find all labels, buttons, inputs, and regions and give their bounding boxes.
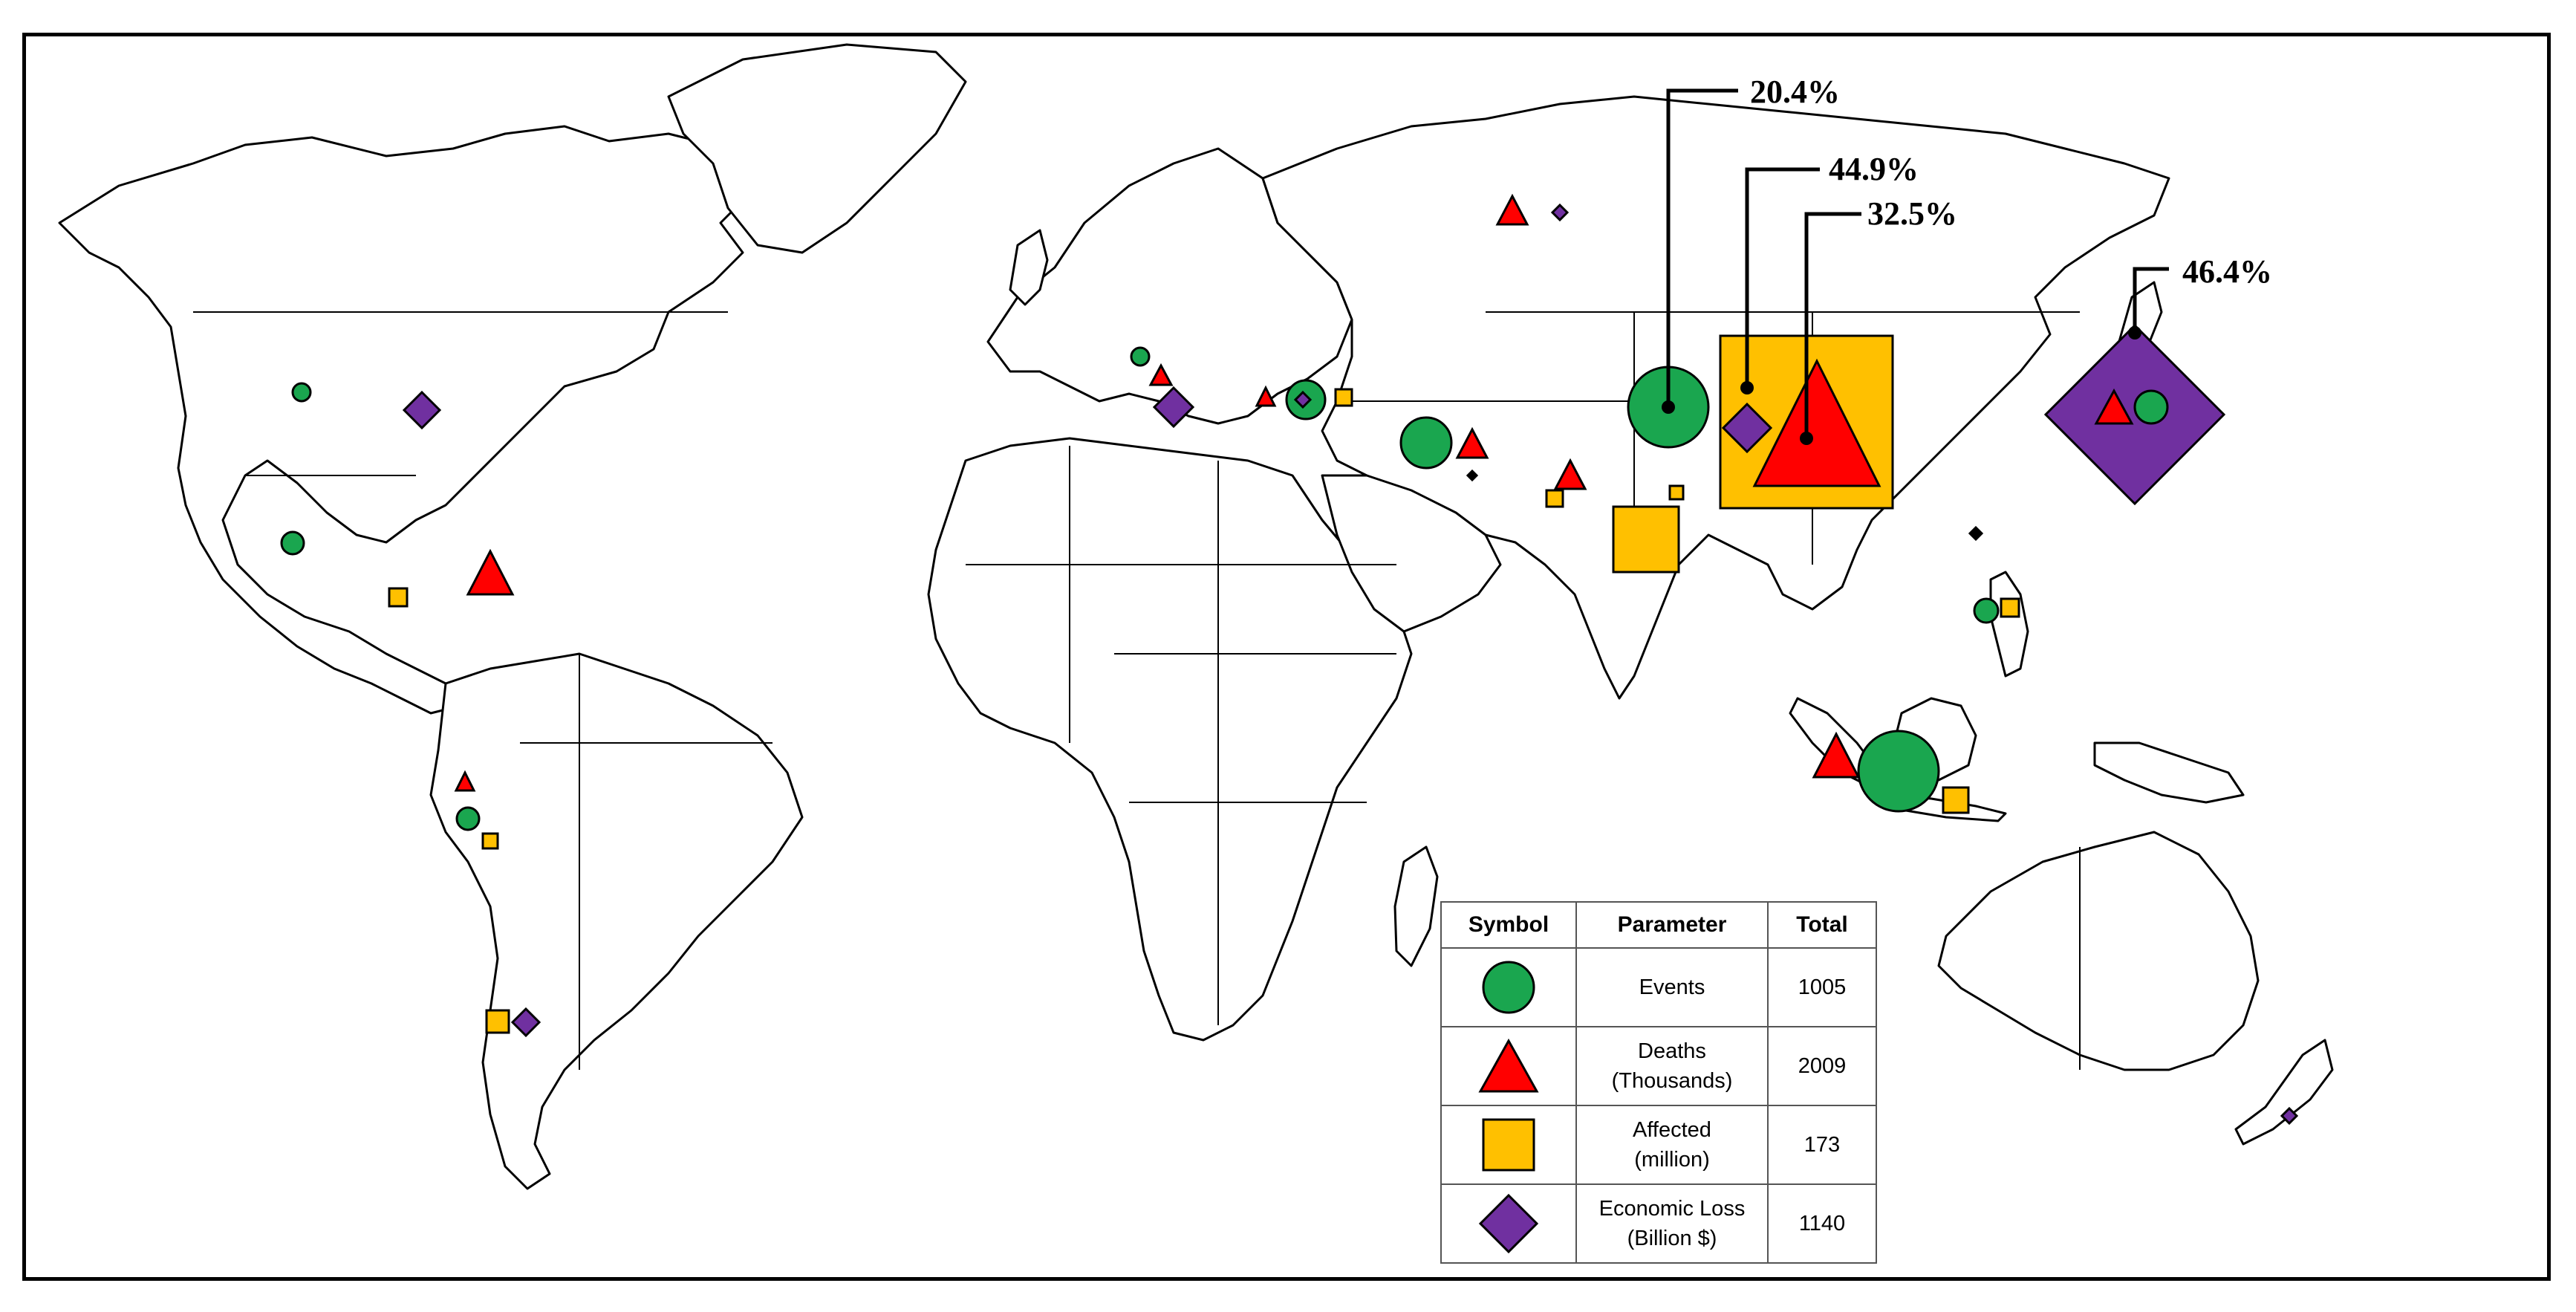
callout-dot [1800,432,1813,445]
legend-param-line2: (Thousands) [1611,1069,1733,1093]
events-marker-japan[interactable] [2133,389,2169,425]
legend-total-cell: 2009 [1767,1026,1877,1106]
affected-marker-nepal[interactable] [1668,484,1685,501]
events-marker-philippines[interactable] [1973,597,2000,624]
percentage-callouts: 20.4% 44.9% 32.5% 46.4% [1662,74,2272,445]
legend-total-cell: 1140 [1767,1183,1877,1264]
legend-param-line1: Affected [1633,1118,1711,1142]
arabia-landmass [1321,474,1502,633]
deaths-marker-pakistan[interactable] [1553,458,1587,490]
legend-header-total: Total [1767,901,1877,949]
economic-loss-marker-new-zealand[interactable] [2280,1106,2299,1126]
legend-param-line1: Events [1639,975,1705,999]
events-marker-italy[interactable] [1130,346,1151,367]
callout-label-events-china: 20.4% [1750,74,1840,110]
green-circle-icon [1482,961,1535,1014]
new-guinea-landmass [2093,741,2245,804]
new-zealand-landmass [2234,1039,2334,1146]
economic-loss-marker-chile[interactable] [510,1007,541,1038]
africa-landmass [927,437,1413,1042]
south-america-landmass [429,652,804,1190]
australia-landmass [1937,831,2260,1071]
events-marker-peru[interactable] [455,806,481,831]
affected-marker-peru[interactable] [481,832,499,850]
economic-loss-marker-china[interactable] [1721,402,1773,454]
callout-label-economic-loss-japan: 46.4% [2182,253,2272,290]
economic-loss-marker-turkey[interactable] [1293,390,1313,409]
legend-param-line1: Deaths [1638,1039,1706,1063]
legend-parameter-cell: Deaths (Thousands) [1575,1026,1769,1106]
deaths-marker-peru[interactable] [454,770,476,792]
legend-row-deaths: Deaths (Thousands) 2009 [1440,1026,1877,1106]
economic-loss-marker-japan[interactable] [2043,323,2226,506]
madagascar-landmass [1393,845,1439,967]
deaths-marker-japan[interactable] [2094,388,2134,425]
legend-symbol-cell [1440,1183,1577,1264]
legend-header-parameter: Parameter [1575,901,1769,949]
legend-total-cell: 1005 [1767,947,1877,1027]
red-triangle-icon [1478,1038,1539,1093]
affected-marker-india[interactable] [1612,505,1680,574]
deaths-marker-china[interactable] [1752,358,1881,487]
affected-marker-indonesia[interactable] [1942,786,1970,814]
events-marker-mexico[interactable] [280,530,305,556]
legend-symbol-cell [1440,1105,1577,1185]
orange-square-icon [1482,1118,1535,1172]
legend-param-line1: Economic Loss [1598,1197,1746,1221]
affected-marker-pakistan[interactable] [1545,489,1564,508]
legend-header-symbol: Symbol [1440,901,1577,949]
landmasses [58,43,2334,1190]
uk-landmass [1009,229,1049,306]
map-frame [22,33,2551,1281]
legend-parameter-cell: Events [1575,947,1769,1027]
events-marker-indonesia[interactable] [1857,730,1940,813]
affected-marker-central-america[interactable] [388,587,409,608]
north-america-landmass [58,125,759,715]
callout-dot [2128,326,2141,340]
economic-loss-marker-iran[interactable] [1466,469,1479,482]
legend-symbol-cell [1440,947,1577,1027]
economic-loss-marker-usa[interactable] [402,390,442,430]
legend-parameter-cell: Economic Loss (Billion $) [1575,1183,1769,1264]
callout-label-economic-loss-china: 44.9% [1829,151,1919,187]
deaths-marker-caribbean[interactable] [466,548,515,596]
deaths-marker-italy[interactable] [1148,363,1174,386]
country-borders [193,311,2081,1070]
legend-param-line2: (million) [1634,1148,1710,1172]
purple-diamond-icon [1478,1193,1539,1254]
europe-landmass [986,147,1353,425]
legend-symbol-cell [1440,1026,1577,1106]
deaths-marker-russia[interactable] [1495,193,1529,226]
callout-dot [1662,400,1675,414]
events-marker-usa[interactable] [291,382,312,403]
legend-row-events: Events 1005 [1440,947,1877,1027]
deaths-marker-indonesia[interactable] [1812,731,1861,779]
legend-parameter-cell: Affected (million) [1575,1105,1769,1185]
legend-table: Symbol Parameter Total Events 1005 Death… [1440,901,1877,1264]
legend-header-row: Symbol Parameter Total [1440,901,1877,949]
deaths-marker-iran[interactable] [1455,426,1489,459]
affected-marker-turkey[interactable] [1334,388,1353,407]
greenland-landmass [667,43,967,254]
economic-loss-marker-taiwan[interactable] [1968,525,1984,542]
events-marker-iran[interactable] [1399,416,1453,470]
legend-total-cell: 173 [1767,1105,1877,1185]
philippines-landmass [1989,571,2029,678]
callout-dot [1740,381,1754,394]
economic-loss-marker-russia[interactable] [1550,203,1570,222]
affected-marker-chile[interactable] [485,1009,510,1034]
deaths-marker-greece[interactable] [1255,385,1277,407]
affected-marker-philippines[interactable] [2000,597,2020,618]
legend-row-affected: Affected (million) 173 [1440,1105,1877,1185]
callout-label-deaths-china: 32.5% [1867,195,1957,232]
economic-loss-marker-italy[interactable] [1152,386,1195,429]
legend-param-line2: (Billion $) [1627,1227,1717,1250]
legend-row-economic-loss: Economic Loss (Billion $) 1140 [1440,1183,1877,1264]
